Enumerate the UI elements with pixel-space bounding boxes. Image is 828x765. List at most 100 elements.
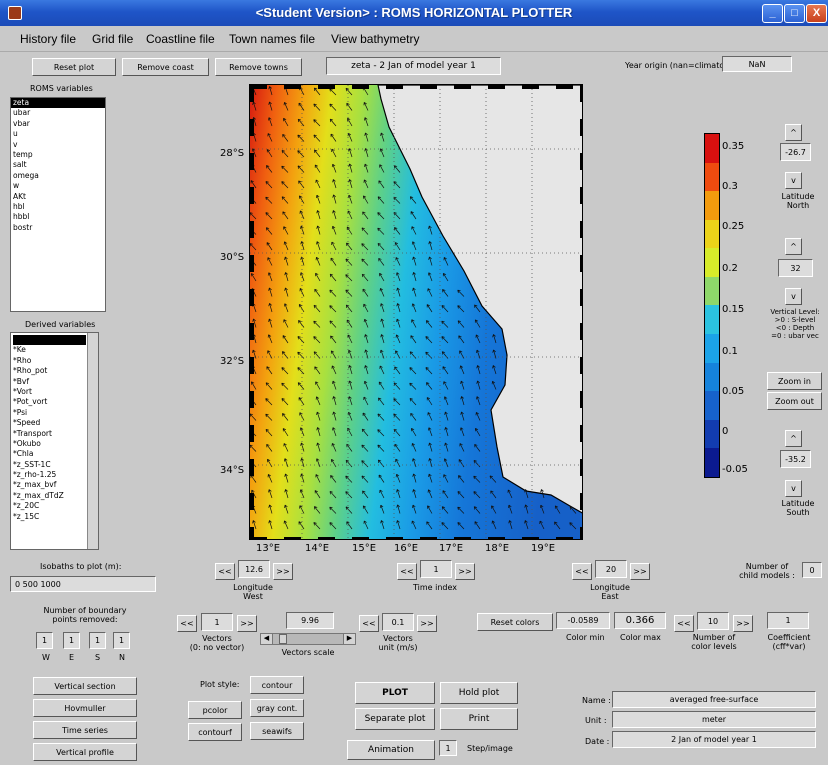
list-item[interactable]: *z_SST-1C — [13, 459, 51, 469]
zoom-out-button[interactable]: Zoom out — [767, 392, 822, 410]
vlevel-up-button[interactable]: ^ — [785, 238, 802, 255]
print-button[interactable]: Print — [440, 708, 518, 730]
color-min-input[interactable]: -0.0589 — [556, 612, 610, 629]
slider-thumb[interactable] — [279, 634, 287, 644]
list-item[interactable]: salt — [13, 160, 27, 170]
list-item[interactable]: *z_20C — [13, 501, 40, 511]
vectors-next-button[interactable]: >> — [237, 615, 257, 632]
contourf-button[interactable]: contourf — [188, 723, 242, 741]
color-levels-input[interactable]: 10 — [697, 612, 729, 630]
list-item[interactable] — [13, 335, 86, 346]
list-item[interactable]: v — [13, 139, 18, 149]
time-prev-button[interactable]: << — [397, 563, 417, 580]
boundary-s-input[interactable]: 1 — [89, 632, 106, 649]
vectors-scale-slider[interactable]: ◀ ▶ — [260, 633, 356, 645]
remove-coast-button[interactable]: Remove coast — [122, 58, 209, 76]
gray-contour-button[interactable]: gray cont. — [250, 699, 304, 717]
list-item[interactable]: *z_15C — [13, 511, 40, 521]
color-max-input[interactable]: 0.366 — [614, 612, 666, 629]
reset-colors-button[interactable]: Reset colors — [477, 613, 553, 631]
year-origin-input[interactable]: NaN — [722, 56, 792, 72]
step-input[interactable]: 1 — [439, 740, 457, 756]
zoom-in-button[interactable]: Zoom in — [767, 372, 822, 390]
vertical-profile-button[interactable]: Vertical profile — [33, 743, 137, 761]
vector-unit-prev-button[interactable]: << — [359, 615, 379, 632]
vlevel-input[interactable]: 32 — [778, 259, 813, 277]
slider-left-arrow[interactable]: ◀ — [261, 634, 273, 644]
lon-west-next-button[interactable]: >> — [273, 563, 293, 580]
coefficient-input[interactable]: 1 — [767, 612, 809, 629]
remove-towns-button[interactable]: Remove towns — [215, 58, 302, 76]
list-item[interactable]: w — [13, 181, 20, 191]
list-item[interactable]: vbar — [13, 118, 30, 128]
list-item[interactable]: *z_max_bvf — [13, 480, 57, 490]
vertical-section-button[interactable]: Vertical section — [33, 677, 137, 695]
derived-scrollbar[interactable] — [87, 333, 98, 549]
slider-right-arrow[interactable]: ▶ — [343, 634, 355, 644]
vector-unit-next-button[interactable]: >> — [417, 615, 437, 632]
map-plot[interactable] — [249, 84, 583, 540]
lon-east-prev-button[interactable]: << — [572, 563, 592, 580]
levels-prev-button[interactable]: << — [674, 615, 694, 632]
lon-east-input[interactable]: 20 — [595, 560, 627, 578]
list-item[interactable]: hbl — [13, 201, 25, 211]
hovmuller-button[interactable]: Hovmuller — [33, 699, 137, 717]
menu-history-file[interactable]: History file — [20, 32, 77, 46]
list-item[interactable]: *Vort — [13, 386, 32, 396]
list-item[interactable]: AKt — [13, 191, 26, 201]
lat-north-up-button[interactable]: ^ — [785, 124, 802, 141]
list-item[interactable]: *Ke — [13, 345, 26, 355]
separate-plot-button[interactable]: Separate plot — [355, 708, 435, 730]
menu-town-names-file[interactable]: Town names file — [229, 32, 316, 46]
list-item[interactable]: omega — [13, 170, 39, 180]
boundary-w-input[interactable]: 1 — [36, 632, 53, 649]
lat-south-input[interactable]: -35.2 — [780, 450, 811, 468]
plot-title-field[interactable]: zeta - 2 Jan of model year 1 — [326, 57, 501, 75]
isobaths-input[interactable]: 0 500 1000 — [10, 576, 156, 592]
lat-north-input[interactable]: -26.7 — [780, 143, 811, 161]
list-item[interactable]: temp — [13, 149, 33, 159]
menu-grid-file[interactable]: Grid file — [92, 32, 134, 46]
animation-button[interactable]: Animation — [347, 740, 435, 760]
levels-next-button[interactable]: >> — [733, 615, 753, 632]
menu-coastline-file[interactable]: Coastline file — [146, 32, 215, 46]
list-item[interactable]: bostr — [13, 222, 33, 232]
hold-plot-button[interactable]: Hold plot — [440, 682, 518, 704]
list-item[interactable]: *Psi — [13, 407, 28, 417]
list-item[interactable]: *Okubo — [13, 438, 41, 448]
list-item[interactable]: *Rho — [13, 355, 32, 365]
boundary-e-input[interactable]: 1 — [63, 632, 80, 649]
lon-east-next-button[interactable]: >> — [630, 563, 650, 580]
child-models-input[interactable]: 0 — [802, 562, 822, 578]
derived-variables-list[interactable]: *Ke *Rho *Rho_pot *Bvf *Vort *Pot_vort *… — [10, 332, 99, 550]
contour-button[interactable]: contour — [250, 676, 304, 694]
time-series-button[interactable]: Time series — [33, 721, 137, 739]
lon-west-input[interactable]: 12.6 — [238, 560, 270, 578]
lat-south-down-button[interactable]: v — [785, 480, 802, 497]
lat-south-up-button[interactable]: ^ — [785, 430, 802, 447]
boundary-n-input[interactable]: 1 — [113, 632, 130, 649]
vector-unit-input[interactable]: 0.1 — [382, 613, 414, 631]
menu-view-bathymetry[interactable]: View bathymetry — [331, 32, 420, 46]
list-item[interactable]: u — [13, 129, 18, 139]
lon-west-prev-button[interactable]: << — [215, 563, 235, 580]
time-next-button[interactable]: >> — [455, 563, 475, 580]
minimize-button[interactable]: _ — [762, 4, 783, 23]
list-item[interactable]: *z_max_dTdZ — [13, 490, 64, 500]
vlevel-down-button[interactable]: v — [785, 288, 802, 305]
list-item[interactable]: hbbl — [13, 212, 30, 222]
roms-variables-list[interactable]: zeta ubar vbar u v temp salt omega w AKt… — [10, 97, 106, 312]
reset-plot-button[interactable]: Reset plot — [32, 58, 116, 76]
pcolor-button[interactable]: pcolor — [188, 701, 242, 719]
lat-north-down-button[interactable]: v — [785, 172, 802, 189]
list-item[interactable]: *Transport — [13, 428, 52, 438]
plot-button[interactable]: PLOT — [355, 682, 435, 704]
seawifs-button[interactable]: seawifs — [250, 722, 304, 740]
list-item[interactable]: *Chla — [13, 449, 34, 459]
list-item[interactable]: *Rho_pot — [13, 366, 48, 376]
list-item[interactable]: zeta — [11, 98, 105, 109]
list-item[interactable]: *Pot_vort — [13, 397, 48, 407]
maximize-button[interactable]: □ — [784, 4, 805, 23]
vectors-scale-input[interactable]: 9.96 — [286, 612, 334, 629]
list-item[interactable]: *Speed — [13, 418, 41, 428]
